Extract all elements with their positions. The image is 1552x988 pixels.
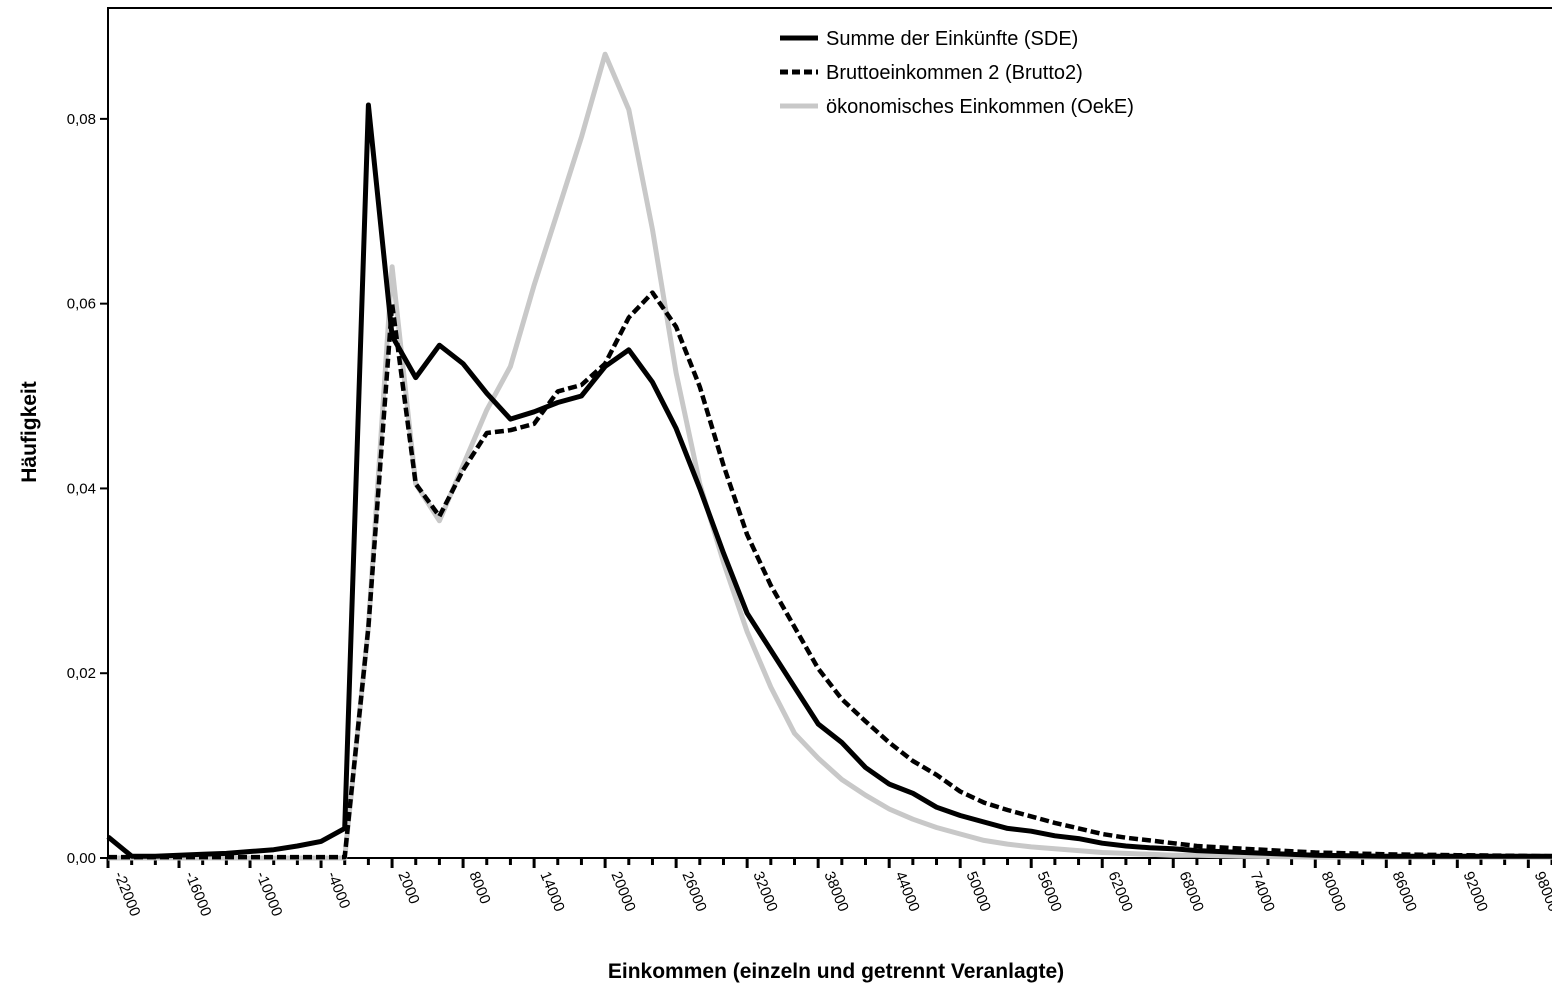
x-tick-label: 38000 (820, 869, 851, 914)
x-tick-label: 26000 (678, 869, 709, 914)
x-tick-label: 86000 (1389, 869, 1420, 914)
y-tick-label: 0,04 (67, 480, 96, 497)
x-tick-label: 80000 (1318, 869, 1349, 914)
legend-label: Summe der Einkünfte (SDE) (826, 28, 1078, 50)
series-line-1 (106, 102, 1552, 859)
x-tick-label: -22000 (110, 869, 143, 919)
x-tick-label: 50000 (962, 869, 993, 914)
x-tick-label: 68000 (1176, 869, 1207, 914)
x-tick-label: -16000 (181, 869, 214, 919)
x-tick-label: 2000 (394, 869, 422, 906)
x-tick-label: 32000 (749, 869, 780, 914)
plot-border (107, 7, 1552, 858)
series-layer (106, 51, 1552, 861)
legend-label: ökonomisches Einkommen (OekE) (826, 96, 1134, 118)
y-tick-label: 0,00 (67, 850, 96, 867)
x-tick-label: 74000 (1247, 869, 1278, 914)
series-line-2 (108, 290, 1552, 860)
x-tick-label: 92000 (1460, 869, 1491, 914)
legend-label: Bruttoeinkommen 2 (Brutto2) (826, 62, 1083, 84)
x-tick-label: -4000 (323, 869, 353, 911)
y-axis-title: Häufigkeit (18, 381, 41, 483)
x-tick-label: 14000 (536, 869, 567, 914)
series-line-3 (108, 51, 1552, 861)
y-axis: 0,00 0,02 0,04 0,06 0,08 (67, 111, 108, 867)
legend: Summe der Einkünfte (SDE) Bruttoeinkommen… (780, 28, 1134, 118)
y-tick-label: 0,02 (67, 665, 96, 682)
x-tick-label: 98000 (1531, 869, 1552, 914)
x-tick-label: 20000 (607, 869, 638, 914)
x-tick-label: -10000 (252, 869, 285, 919)
x-tick-label: 8000 (465, 869, 493, 906)
plot-frame (107, 7, 1552, 858)
y-tick-label: 0,08 (67, 111, 96, 128)
x-axis-title: Einkommen (einzeln und getrennt Veranlag… (608, 960, 1064, 983)
y-tick-label: 0,06 (67, 296, 96, 313)
x-axis: -22000 -16000 -10000 -4000 2000 8000 14000 2000… (106, 857, 1552, 919)
x-tick-label: 56000 (1034, 869, 1065, 914)
x-tick-label: 62000 (1105, 869, 1136, 914)
x-tick-label: 44000 (891, 869, 922, 914)
